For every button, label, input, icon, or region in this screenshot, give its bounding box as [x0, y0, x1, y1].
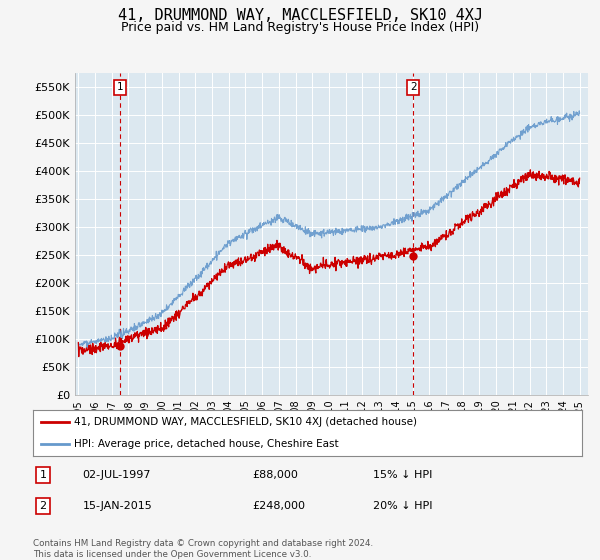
- Text: 2: 2: [40, 501, 47, 511]
- Text: 41, DRUMMOND WAY, MACCLESFIELD, SK10 4XJ: 41, DRUMMOND WAY, MACCLESFIELD, SK10 4XJ: [118, 8, 482, 24]
- Text: £88,000: £88,000: [253, 470, 298, 480]
- Text: £248,000: £248,000: [253, 501, 305, 511]
- Text: 02-JUL-1997: 02-JUL-1997: [82, 470, 151, 480]
- Text: 20% ↓ HPI: 20% ↓ HPI: [373, 501, 433, 511]
- Text: Price paid vs. HM Land Registry's House Price Index (HPI): Price paid vs. HM Land Registry's House …: [121, 21, 479, 34]
- Text: HPI: Average price, detached house, Cheshire East: HPI: Average price, detached house, Ches…: [74, 438, 339, 449]
- Text: Contains HM Land Registry data © Crown copyright and database right 2024.
This d: Contains HM Land Registry data © Crown c…: [33, 539, 373, 559]
- Text: 41, DRUMMOND WAY, MACCLESFIELD, SK10 4XJ (detached house): 41, DRUMMOND WAY, MACCLESFIELD, SK10 4XJ…: [74, 417, 417, 427]
- Text: 15% ↓ HPI: 15% ↓ HPI: [373, 470, 433, 480]
- Text: 1: 1: [117, 82, 124, 92]
- Text: 1: 1: [40, 470, 47, 480]
- Text: 15-JAN-2015: 15-JAN-2015: [82, 501, 152, 511]
- Text: 2: 2: [410, 82, 416, 92]
